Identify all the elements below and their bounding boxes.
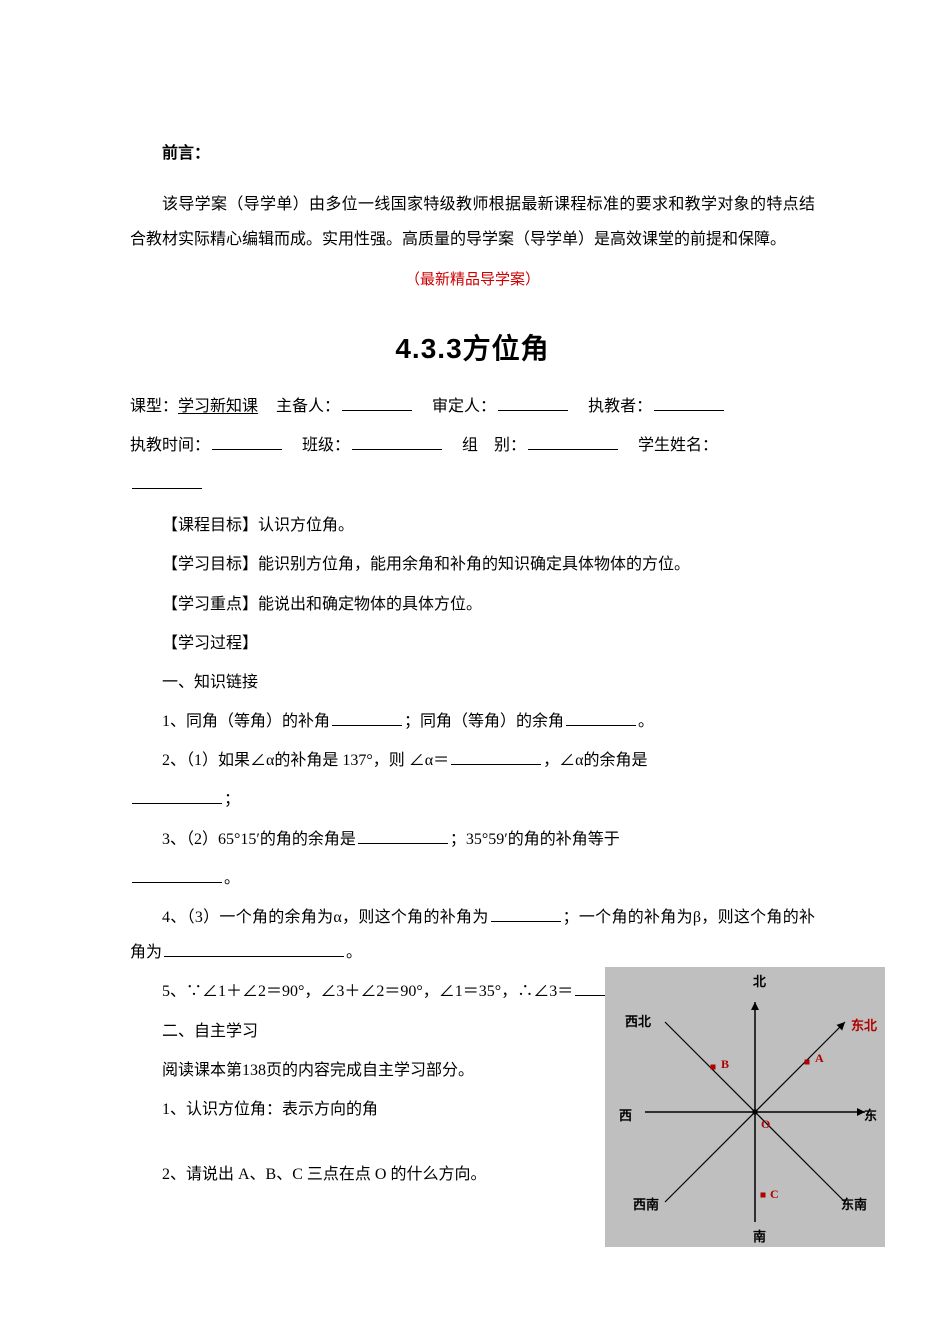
label-north: 北 <box>753 971 766 990</box>
lesson-type-value: 学习新知课 <box>178 398 258 415</box>
meta-row-1: 课型：学习新知课 主备人： 审定人： 执教者： <box>130 389 815 424</box>
part1-q2-cont: ； <box>130 782 815 817</box>
q1-c: 。 <box>638 713 654 730</box>
class-label: 班级： <box>302 437 350 454</box>
q1-blank2[interactable] <box>566 708 636 726</box>
teacher-blank[interactable] <box>654 393 724 411</box>
study-objective: 【学习目标】能识别方位角，能用余角和补角的知识确定具体物体的方位。 <box>130 547 815 582</box>
q5-a: 5、∵∠1＋∠2＝90°，∠3＋∠2＝90°，∠1＝35°，∴∠3＝ <box>162 983 573 1000</box>
course-objective: 【课程目标】认识方位角。 <box>130 508 815 543</box>
part1-q2: 2、（1）如果∠α的补角是 137°，则 ∠α＝ ，∠α的余角是 <box>130 743 815 778</box>
part1-q1: 1、同角（等角）的补角 ；同角（等角）的余角 。 <box>130 704 815 739</box>
q3-blank1[interactable] <box>358 826 448 844</box>
lesson-type-label: 课型： <box>130 398 178 415</box>
q2-b: ，∠α的余角是 <box>543 752 647 769</box>
main-author-label: 主备人： <box>276 398 340 415</box>
course-obj-text: 认识方位角。 <box>258 517 354 534</box>
diagram-bg: 北 南 东 西 东北 西北 东南 西南 O A B C <box>605 967 885 1247</box>
reviewer-label: 审定人： <box>432 398 496 415</box>
part1-q3: 3、（2）65°15′的角的余角是 ；35°59′的角的补角等于 <box>130 822 815 857</box>
q1-b: ；同角（等角）的余角 <box>404 713 564 730</box>
q3-blank2[interactable] <box>132 865 222 883</box>
label-ne: 东北 <box>851 1015 877 1034</box>
label-se: 东南 <box>841 1194 867 1213</box>
label-west: 西 <box>619 1105 632 1124</box>
study-focus: 【学习重点】能说出和确定物体的具体方位。 <box>130 587 815 622</box>
q3-a: 3、（2）65°15′的角的余角是 <box>162 831 356 848</box>
q2-blank2[interactable] <box>132 787 222 805</box>
q2-blank1[interactable] <box>451 748 541 766</box>
student-blank[interactable] <box>132 471 202 489</box>
time-label: 执教时间： <box>130 437 210 454</box>
time-blank[interactable] <box>212 432 282 450</box>
label-C: C <box>770 1187 779 1202</box>
q4-blank2[interactable] <box>164 940 344 958</box>
label-east: 东 <box>864 1105 877 1124</box>
label-sw: 西南 <box>633 1194 659 1213</box>
compass-diagram: 北 南 东 西 东北 西北 东南 西南 O A B C <box>605 967 885 1247</box>
q2-c: ； <box>224 791 240 808</box>
process-label: 【学习过程】 <box>162 635 258 652</box>
label-A: A <box>815 1051 824 1066</box>
study-obj-text: 能识别方位角，能用余角和补角的知识确定具体物体的方位。 <box>258 556 690 573</box>
group-blank[interactable] <box>528 432 618 450</box>
focus-text: 能说出和确定物体的具体方位。 <box>258 596 482 613</box>
group-label: 组 别： <box>462 437 526 454</box>
q3-b: ；35°59′的角的补角等于 <box>450 831 620 848</box>
preface-heading: 前言： <box>130 136 815 171</box>
focus-label: 【学习重点】 <box>162 596 258 613</box>
course-obj-label: 【课程目标】 <box>162 517 258 534</box>
teacher-label: 执教者： <box>588 398 652 415</box>
q3-c: 。 <box>224 870 240 887</box>
meta-row-2: 执教时间： 班级： 组 别： 学生姓名： <box>130 428 815 463</box>
label-O: O <box>761 1117 770 1132</box>
class-blank[interactable] <box>352 432 442 450</box>
page: 前言： 该导学案（导学单）由多位一线国家特级教师根据最新课程标准的要求和教学对象… <box>0 0 945 1337</box>
q4-a: 4、（3）一个角的余角为α，则这个角的补角为 <box>162 909 489 926</box>
q4-c: 。 <box>346 944 362 961</box>
page-title: 4.3.3方位角 <box>130 327 815 367</box>
label-B: B <box>721 1057 729 1072</box>
q2-a: 2、（1）如果∠α的补角是 137°，则 ∠α＝ <box>162 752 449 769</box>
part1-q4: 4、（3）一个角的余角为α，则这个角的补角为；一个角的补角为β，则这个角的补角为… <box>130 900 815 970</box>
reviewer-blank[interactable] <box>498 393 568 411</box>
study-obj-label: 【学习目标】 <box>162 556 258 573</box>
preface-body: 该导学案（导学单）由多位一线国家特级教师根据最新课程标准的要求和教学对象的特点结… <box>130 187 815 257</box>
q1-a: 1、同角（等角）的补角 <box>162 713 330 730</box>
preface-note: （最新精品导学案） <box>130 264 815 297</box>
main-author-blank[interactable] <box>342 393 412 411</box>
label-nw: 西北 <box>625 1011 651 1030</box>
student-label: 学生姓名： <box>638 437 718 454</box>
part1-q3-cont: 。 <box>130 861 815 896</box>
label-south: 南 <box>753 1226 766 1245</box>
q1-blank1[interactable] <box>332 708 402 726</box>
part1-heading: 一、知识链接 <box>130 665 815 700</box>
q4-blank1[interactable] <box>491 904 561 922</box>
process-label-line: 【学习过程】 <box>130 626 815 661</box>
